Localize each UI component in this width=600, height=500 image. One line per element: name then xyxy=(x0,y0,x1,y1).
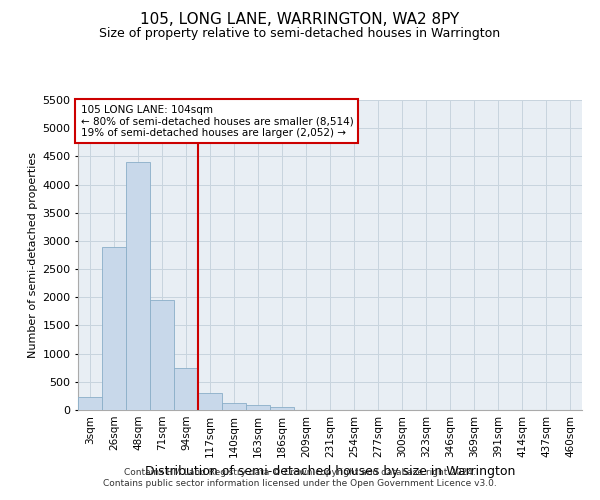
Y-axis label: Number of semi-detached properties: Number of semi-detached properties xyxy=(28,152,38,358)
X-axis label: Distribution of semi-detached houses by size in Warrington: Distribution of semi-detached houses by … xyxy=(145,466,515,478)
Text: 105 LONG LANE: 104sqm
← 80% of semi-detached houses are smaller (8,514)
19% of s: 105 LONG LANE: 104sqm ← 80% of semi-deta… xyxy=(80,104,353,138)
Bar xyxy=(270,407,294,410)
Text: Size of property relative to semi-detached houses in Warrington: Size of property relative to semi-detach… xyxy=(100,28,500,40)
Bar xyxy=(198,393,222,410)
Bar xyxy=(78,397,102,410)
Bar xyxy=(126,162,150,410)
Text: 105, LONG LANE, WARRINGTON, WA2 8PY: 105, LONG LANE, WARRINGTON, WA2 8PY xyxy=(140,12,460,28)
Bar xyxy=(150,300,174,410)
Bar xyxy=(222,402,246,410)
Bar xyxy=(174,368,198,410)
Bar xyxy=(102,246,126,410)
Text: Contains HM Land Registry data © Crown copyright and database right 2024.
Contai: Contains HM Land Registry data © Crown c… xyxy=(103,468,497,487)
Bar xyxy=(246,406,270,410)
